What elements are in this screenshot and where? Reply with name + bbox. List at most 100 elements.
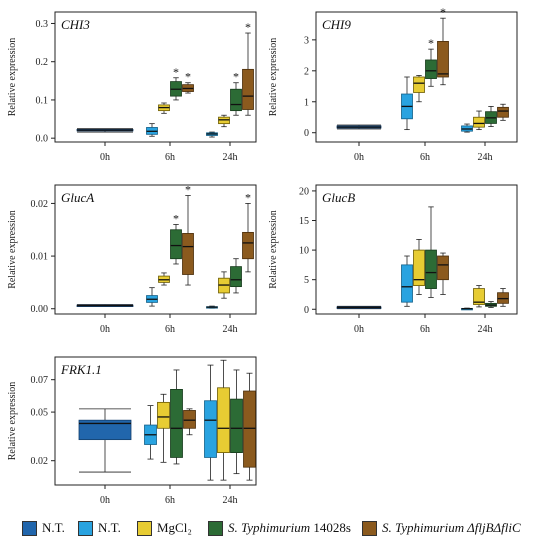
box-nt_light (144, 405, 157, 460)
panel-frk1-1: 0.02 0.05 0.07 0h 6h 24h Relative expression FR… (7, 356, 257, 506)
box-mgcl2 (413, 239, 425, 295)
box-iqr (473, 116, 485, 128)
plot-frame (54, 356, 257, 486)
significance-star: * (440, 5, 446, 19)
box-nt_light (401, 76, 413, 131)
significance-star: * (245, 20, 251, 34)
plot-frame (315, 11, 518, 143)
legend-label: MgCl₂ (157, 520, 192, 535)
legend-label: N.T. (98, 520, 121, 535)
figure: 0.0 0.1 0.2 0.3 0h 6h 24h Relative expression CH… (7, 5, 518, 506)
box-typhimurium (230, 369, 243, 475)
x-tick-label: 0h (354, 152, 364, 163)
box-nt_light (206, 305, 218, 309)
box-iqr (242, 68, 254, 110)
panel-title: FRK1.1 (60, 362, 102, 377)
x-tick-label: 24h (223, 324, 238, 335)
legend-species: S. Typhimurium (382, 520, 465, 535)
panel-chi3: 0.0 0.1 0.2 0.3 0h 6h 24h Relative expression CH… (7, 11, 257, 163)
legend-swatch (362, 520, 377, 536)
box-typhimurium (170, 369, 183, 465)
y-tick-label: 2 (304, 66, 309, 77)
y-tick-label: 0.05 (31, 408, 49, 419)
panel-title: GlucB (322, 190, 355, 205)
y-tick-label: 0 (304, 128, 309, 139)
legend-label: ΔfljBΔfliC (464, 520, 521, 535)
y-axis-label: Relative expression (7, 382, 18, 461)
panel-title: GlucA (61, 190, 94, 205)
box-iqr (230, 398, 243, 453)
box-iqr (242, 231, 254, 260)
y-tick-label: 0.1 (36, 95, 49, 106)
box-iqr (473, 288, 485, 305)
box-typhimurium: * (230, 70, 242, 116)
box-iqr (182, 233, 194, 275)
panel-chi9: 0 1 2 3 0h 6h 24h Relative expression CHI9 * * (268, 5, 518, 163)
box-typhimurium (485, 106, 497, 127)
y-axis-label: Relative expression (7, 38, 18, 117)
y-axis-label: Relative expression (268, 210, 279, 289)
box-nt_light (461, 307, 473, 311)
legend: N.T. N.T. MgCl₂ S. Typhimurium 14028s S.… (0, 513, 541, 543)
legend-swatch (78, 520, 93, 536)
box-iqr (401, 264, 413, 303)
significance-star: * (173, 211, 179, 225)
plot-frame (54, 11, 257, 143)
box-nt_light (204, 364, 217, 481)
box-nt_light (146, 123, 158, 137)
y-tick-label: 20 (299, 186, 309, 197)
box-nt_dark (78, 408, 132, 473)
box-mutant: * (437, 5, 449, 86)
box-iqr (183, 410, 196, 429)
box-nt_light (401, 255, 413, 307)
y-tick-label: 0.07 (31, 375, 49, 386)
legend-label: N.T. (42, 520, 65, 535)
significance-star: * (428, 36, 434, 50)
box-iqr (204, 400, 217, 458)
legend-label: 14028s (310, 520, 351, 535)
legend-swatch (22, 520, 37, 536)
box-iqr (170, 389, 183, 458)
y-tick-label: 10 (299, 246, 309, 257)
significance-star: * (233, 70, 239, 84)
box-mutant (437, 252, 449, 295)
plot-frame (315, 184, 518, 315)
legend-swatch (208, 520, 223, 536)
box-mutant (497, 103, 509, 121)
box-iqr (437, 41, 449, 78)
y-tick-label: 0.02 (31, 199, 49, 210)
x-tick-label: 6h (165, 324, 175, 335)
box-iqr (157, 401, 170, 429)
y-tick-label: 0.00 (31, 304, 49, 315)
y-tick-label: 5 (304, 275, 309, 286)
box-mgcl2 (157, 393, 170, 463)
box-iqr (230, 266, 242, 288)
box-nt_dark (336, 124, 382, 130)
box-typhimurium: * (170, 65, 182, 101)
box-typhimurium (425, 206, 437, 298)
significance-star: * (185, 183, 191, 197)
box-mutant: * (182, 70, 194, 94)
box-iqr (243, 390, 256, 468)
box-typhimurium (230, 258, 242, 294)
box-mutant: * (242, 190, 254, 273)
box-iqr (230, 88, 242, 112)
y-tick-label: 0.2 (36, 57, 49, 68)
box-iqr (78, 419, 132, 441)
box-mutant (243, 372, 256, 481)
panel-gluca: 0.00 0.01 0.02 0h 6h 24h Relative expression Gl… (7, 183, 257, 335)
legend-swatch (137, 520, 152, 536)
y-tick-label: 0.02 (31, 456, 49, 467)
box-iqr (413, 76, 425, 93)
box-nt_dark (76, 304, 134, 308)
y-tick-label: 0 (304, 305, 309, 316)
x-tick-label: 0h (100, 495, 110, 506)
panel-title: CHI9 (322, 17, 351, 32)
legend-item-typhimurium: S. Typhimurium 14028s (208, 520, 351, 536)
x-tick-label: 0h (100, 152, 110, 163)
panel-glucb: 0 5 10 15 20 0h 6h 24h Relative expression GlucB (268, 184, 518, 335)
x-tick-label: 6h (420, 324, 430, 335)
box-nt_dark (336, 305, 382, 310)
box-iqr (425, 59, 437, 79)
x-tick-label: 24h (478, 324, 493, 335)
